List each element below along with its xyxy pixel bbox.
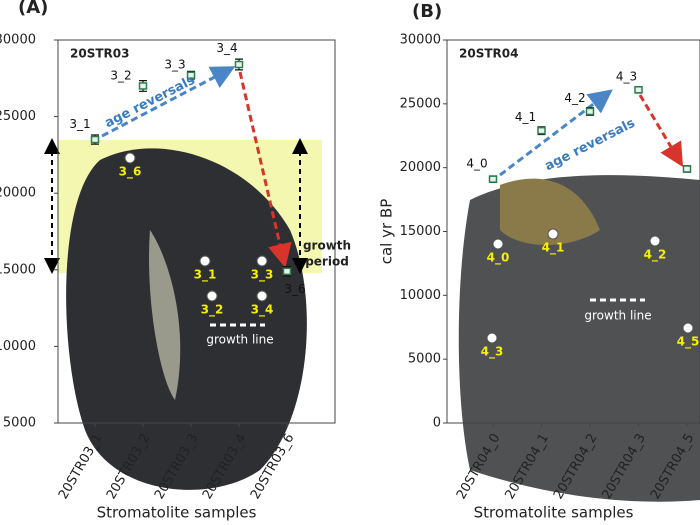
point-label: 3_1 — [69, 117, 90, 131]
sample-spot — [682, 322, 694, 334]
x-axis-label: Stromatolite samples — [474, 504, 634, 522]
x-tick-label: 20STR03_1 — [56, 431, 106, 502]
y-tick-label: 0 — [433, 416, 441, 431]
sample-spot — [486, 332, 498, 344]
marker — [282, 267, 292, 276]
y-tick-label: 10000 — [400, 288, 441, 303]
point-label: 3_4 — [216, 41, 237, 55]
x-axis-label: Stromatolite samples — [97, 504, 257, 522]
sample-spot — [256, 290, 268, 302]
sample-spot — [547, 228, 559, 240]
annotation: growth line — [206, 333, 273, 347]
point-label: 4_1 — [515, 110, 536, 124]
annotation: period — [305, 255, 349, 269]
point-label: 3_3 — [164, 58, 185, 72]
y-tick-label: 25000 — [0, 109, 36, 124]
marker — [634, 86, 643, 94]
panel-label: (A) — [18, 0, 48, 18]
y-tick-label: 20000 — [0, 186, 36, 201]
marker — [682, 165, 692, 173]
arrow — [101, 66, 236, 138]
y-tick-label: 15000 — [0, 262, 36, 277]
y-tick-label: 10000 — [0, 339, 36, 354]
photo-detail — [500, 178, 600, 245]
sample-spot — [649, 235, 661, 247]
point-label: 3_2 — [110, 68, 131, 82]
photo-label: 3_6 — [119, 165, 142, 180]
photo-label: 4_3 — [481, 345, 504, 360]
sample-spot — [256, 255, 268, 267]
point-label: 4_0 — [466, 157, 487, 171]
photo — [458, 175, 700, 502]
y-tick-label: 25000 — [400, 96, 441, 111]
annotation: growth — [303, 239, 351, 253]
photo-label: 4_0 — [487, 251, 510, 266]
marker — [138, 82, 148, 90]
marker — [585, 107, 595, 116]
y-tick-label: 30000 — [0, 33, 36, 48]
arrow — [499, 89, 613, 177]
sample-spot — [492, 238, 504, 250]
chart-title: 20STR04 — [459, 47, 518, 61]
sample-spot — [199, 255, 211, 267]
plot-frame — [57, 39, 336, 424]
photo-label: 4_5 — [677, 335, 700, 350]
photo-label: 4_2 — [644, 248, 667, 263]
chart-title: 20STR03 — [70, 47, 129, 61]
annotation: age reversals — [542, 116, 637, 174]
photo-label: 3_4 — [251, 303, 274, 318]
panel-label: (B) — [412, 1, 442, 22]
marker — [537, 126, 546, 135]
y-tick-label: 5000 — [3, 416, 36, 431]
arrow — [638, 94, 684, 168]
y-tick-label: 30000 — [400, 33, 441, 48]
y-axis-label: cal yr BP — [378, 199, 396, 265]
marker — [186, 71, 196, 79]
marker — [234, 60, 244, 69]
y-tick-label: 20000 — [400, 160, 441, 175]
marker — [488, 175, 498, 183]
marker — [90, 135, 100, 144]
photo-label: 3_2 — [201, 303, 224, 318]
point-label: 3_6 — [284, 282, 305, 296]
photo-label: 3_1 — [194, 268, 217, 283]
sample-spot — [206, 290, 218, 302]
photo — [66, 148, 307, 490]
photo-detail — [149, 230, 181, 400]
y-tick-label: 15000 — [400, 224, 441, 239]
point-label: 4_3 — [616, 69, 637, 83]
point-label: 4_2 — [564, 91, 585, 105]
photo-label: 3_3 — [251, 268, 274, 283]
annotation: growth line — [584, 309, 651, 323]
photo-label: 4_1 — [542, 241, 565, 256]
sample-spot — [124, 152, 136, 164]
y-tick-label: 5000 — [408, 352, 441, 367]
